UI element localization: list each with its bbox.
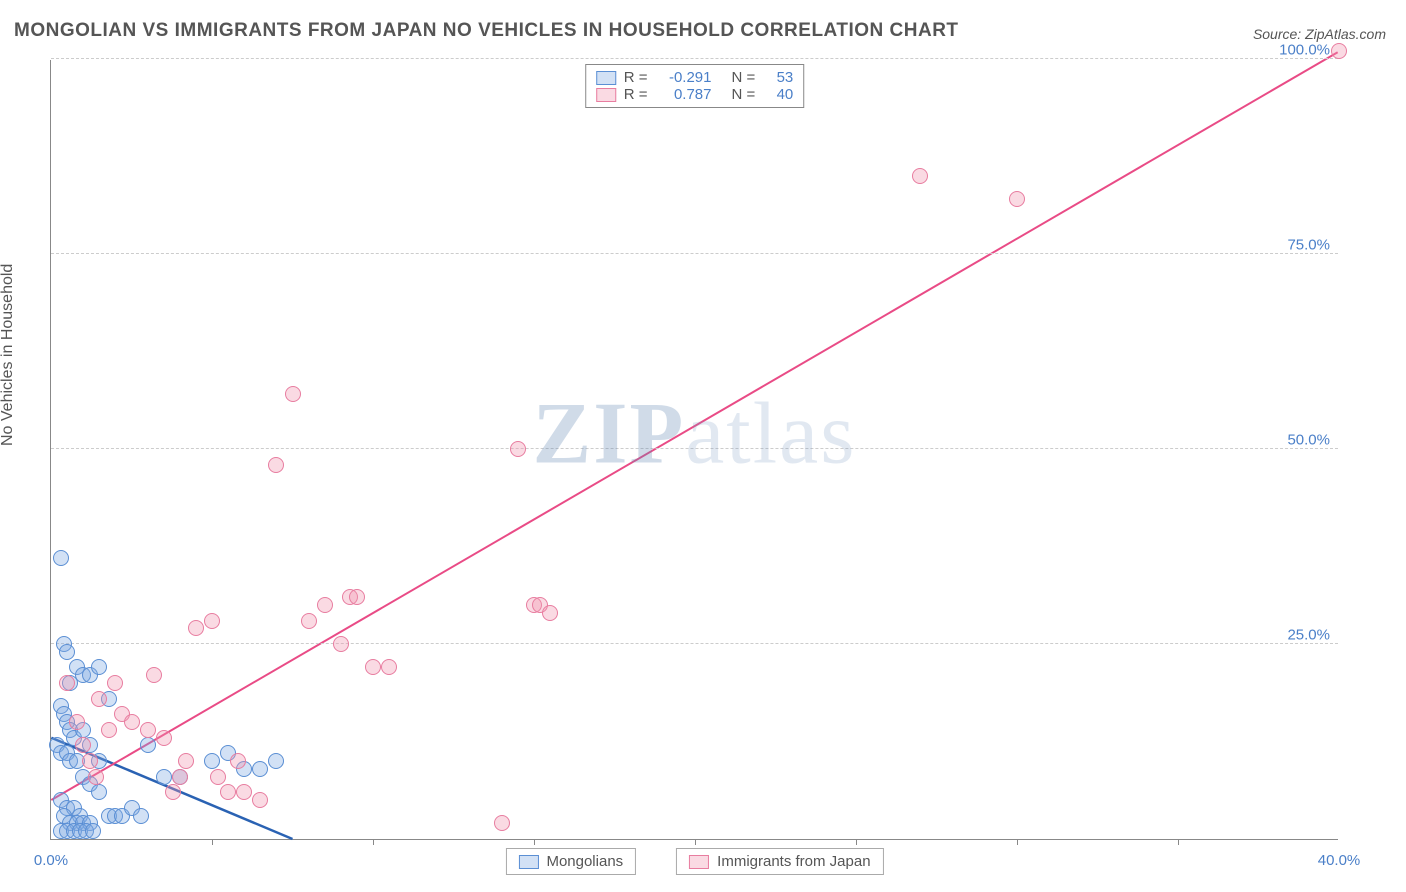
legend-series-item: Mongolians (505, 848, 636, 875)
stat-n-label: N = (732, 86, 756, 103)
scatter-point (365, 659, 381, 675)
scatter-point (59, 675, 75, 691)
scatter-point (236, 784, 252, 800)
legend-series: Mongolians Immigrants from Japan (505, 848, 883, 875)
scatter-point (542, 605, 558, 621)
trendlines-svg (51, 60, 1338, 839)
y-tick-label: 100.0% (1279, 42, 1330, 59)
chart-title: MONGOLIAN VS IMMIGRANTS FROM JAPAN NO VE… (14, 20, 959, 42)
legend-stats-box: R = -0.291 N = 53 R = 0.787 N = 40 (585, 64, 805, 108)
scatter-point (912, 168, 928, 184)
scatter-point (172, 769, 188, 785)
scatter-point (140, 737, 156, 753)
x-tick-minor (856, 839, 857, 845)
x-tick-minor (373, 839, 374, 845)
scatter-point (69, 714, 85, 730)
scatter-point (349, 589, 365, 605)
legend-swatch (596, 88, 616, 102)
x-tick-minor (1178, 839, 1179, 845)
scatter-point (91, 659, 107, 675)
chart-plot-area: ZIPatlas R = -0.291 N = 53 R = 0.787 N = 40… (50, 60, 1338, 840)
gridline-h (51, 643, 1338, 644)
scatter-point (510, 441, 526, 457)
scatter-point (107, 675, 123, 691)
scatter-point (317, 597, 333, 613)
scatter-point (140, 722, 156, 738)
gridline-h (51, 253, 1338, 254)
legend-series-item: Immigrants from Japan (676, 848, 883, 875)
scatter-point (91, 691, 107, 707)
scatter-point (210, 769, 226, 785)
scatter-point (82, 753, 98, 769)
scatter-point (101, 722, 117, 738)
y-tick-label: 75.0% (1287, 237, 1330, 254)
stat-n-value: 40 (763, 86, 793, 103)
watermark-zip: ZIP (533, 385, 686, 482)
scatter-point (85, 823, 101, 839)
gridline-h (51, 58, 1338, 59)
x-tick-label: 0.0% (34, 852, 68, 869)
scatter-point (156, 769, 172, 785)
stat-r-label: R = (624, 86, 648, 103)
scatter-point (204, 613, 220, 629)
scatter-point (156, 730, 172, 746)
legend-swatch (689, 855, 709, 869)
scatter-point (53, 550, 69, 566)
scatter-point (91, 784, 107, 800)
x-tick-label: 40.0% (1318, 852, 1361, 869)
stat-r-label: R = (624, 69, 648, 86)
legend-stat-row: R = 0.787 N = 40 (596, 86, 794, 103)
source-prefix: Source: (1253, 26, 1305, 42)
y-tick-label: 50.0% (1287, 432, 1330, 449)
scatter-point (75, 737, 91, 753)
trendline (51, 52, 1337, 800)
y-tick-label: 25.0% (1287, 627, 1330, 644)
x-tick-minor (534, 839, 535, 845)
scatter-point (220, 784, 236, 800)
scatter-point (165, 784, 181, 800)
stat-n-value: 53 (763, 69, 793, 86)
scatter-point (268, 753, 284, 769)
scatter-point (301, 613, 317, 629)
scatter-point (252, 792, 268, 808)
scatter-point (133, 808, 149, 824)
legend-stat-row: R = -0.291 N = 53 (596, 69, 794, 86)
watermark-atlas: atlas (685, 385, 856, 482)
scatter-point (1331, 43, 1347, 59)
watermark: ZIPatlas (533, 383, 857, 484)
scatter-point (381, 659, 397, 675)
x-tick-minor (695, 839, 696, 845)
x-tick-minor (1017, 839, 1018, 845)
x-tick-minor (212, 839, 213, 845)
stat-r-value: -0.291 (656, 69, 712, 86)
legend-series-label: Immigrants from Japan (717, 853, 870, 870)
scatter-point (230, 753, 246, 769)
source-attribution: Source: ZipAtlas.com (1253, 26, 1386, 42)
y-axis-label: No Vehicles in Household (0, 264, 17, 446)
gridline-h (51, 448, 1338, 449)
scatter-point (146, 667, 162, 683)
scatter-point (204, 753, 220, 769)
scatter-point (178, 753, 194, 769)
scatter-point (124, 714, 140, 730)
scatter-point (1009, 191, 1025, 207)
legend-swatch (518, 855, 538, 869)
scatter-point (268, 457, 284, 473)
scatter-point (59, 644, 75, 660)
legend-series-label: Mongolians (546, 853, 623, 870)
scatter-point (188, 620, 204, 636)
scatter-point (333, 636, 349, 652)
scatter-point (88, 769, 104, 785)
scatter-point (285, 386, 301, 402)
scatter-point (494, 815, 510, 831)
scatter-point (252, 761, 268, 777)
stat-r-value: 0.787 (656, 86, 712, 103)
source-name: ZipAtlas.com (1305, 26, 1386, 42)
legend-swatch (596, 71, 616, 85)
stat-n-label: N = (732, 69, 756, 86)
